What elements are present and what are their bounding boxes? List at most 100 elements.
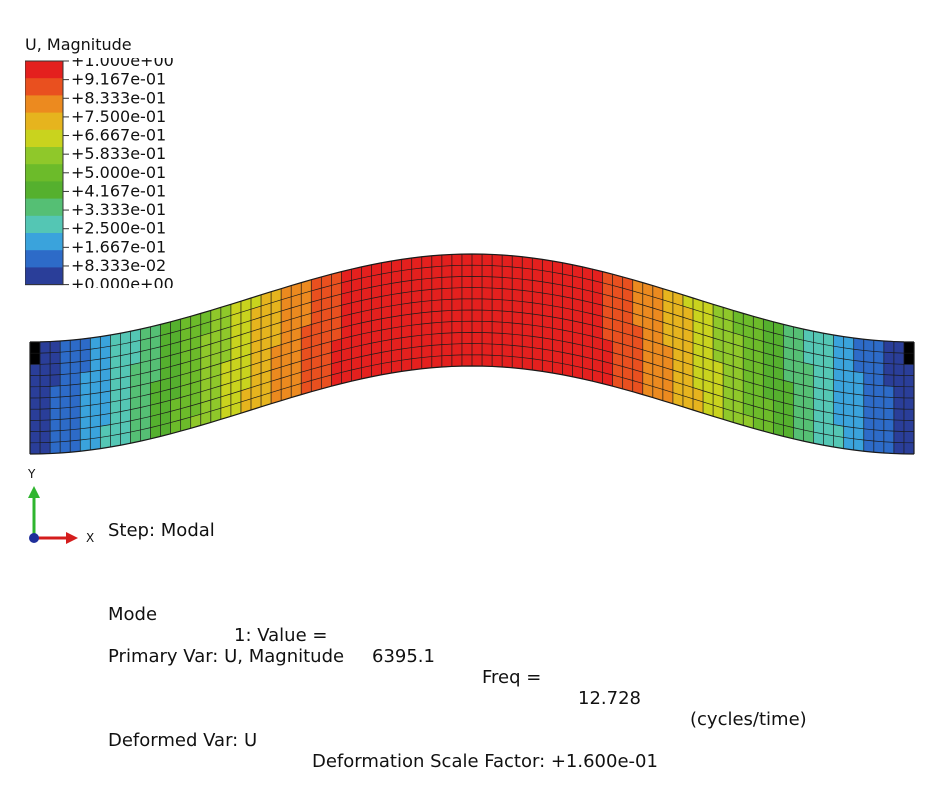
legend-label: +3.333e-01 [71, 200, 166, 219]
legend-band [25, 198, 63, 217]
mesh-element [451, 354, 463, 367]
mesh-element [451, 287, 463, 300]
mesh-element [79, 438, 91, 452]
mesh-element [431, 288, 443, 301]
mesh-element [411, 346, 423, 360]
mesh-element [421, 255, 433, 269]
mesh-element [49, 385, 61, 398]
mesh-element [501, 277, 513, 290]
mesh-element [401, 336, 413, 350]
mesh-element [39, 363, 51, 376]
mesh-element [69, 439, 81, 453]
mesh-element [491, 321, 503, 334]
mesh-element [491, 298, 503, 312]
mesh-element [59, 351, 71, 364]
mesh-element [863, 350, 875, 363]
mesh-element [552, 305, 563, 320]
mesh-element [843, 414, 855, 428]
x-arrow-head-icon [66, 532, 78, 544]
mesh-element [59, 339, 71, 353]
mesh-element [461, 343, 473, 356]
mesh-element [552, 283, 563, 297]
mesh-element [903, 397, 915, 410]
mesh-element [843, 437, 855, 451]
mesh-element [391, 281, 402, 295]
mesh-element [873, 418, 885, 431]
mesh-element [100, 379, 111, 393]
mesh-element [883, 396, 895, 410]
mesh-element [521, 334, 533, 348]
mesh-element [100, 390, 111, 405]
viewport[interactable]: U, Magnitude +1.000e+00 +9.167e-01 +8.333e… [0, 0, 934, 772]
mesh-element [441, 321, 453, 334]
mesh-element [853, 416, 865, 430]
mesh-element [69, 350, 81, 363]
mesh-element [411, 278, 423, 292]
mesh-element [381, 316, 392, 331]
mesh-element [531, 257, 543, 271]
mesh-element [401, 280, 413, 294]
legend-label: +6.667e-01 [71, 126, 166, 145]
mesh-element [59, 384, 71, 398]
mesh-element [552, 271, 563, 286]
info-block: Step: Modal Mode 1: Value = 6395.1 Freq … [108, 478, 807, 772]
mesh-element [100, 368, 111, 382]
mesh-element [471, 354, 483, 367]
mesh-element [79, 382, 91, 396]
mesh-element [542, 337, 553, 351]
mesh-element [79, 416, 91, 430]
mesh-element [883, 430, 895, 443]
mesh-element [823, 355, 834, 369]
mesh-element [853, 393, 865, 407]
mesh-element [29, 397, 41, 410]
mesh-element [79, 404, 91, 418]
mesh-element [69, 428, 81, 442]
mesh-element [521, 256, 533, 270]
mesh-element [401, 268, 413, 283]
mesh-element [79, 337, 91, 351]
mesh-element [100, 413, 111, 427]
mesh-element [59, 395, 71, 409]
mesh-element [451, 265, 463, 278]
mesh-element [29, 386, 41, 399]
mesh-element [441, 276, 453, 289]
mesh-element [461, 354, 473, 367]
mesh-element [471, 332, 483, 345]
mesh-element [903, 431, 915, 444]
mesh-element [391, 326, 402, 340]
mesh-element [873, 395, 885, 409]
mesh-element [451, 253, 463, 266]
mesh-element [873, 429, 885, 443]
mesh-element [863, 417, 875, 431]
mesh-element [461, 276, 473, 289]
mesh-element [893, 397, 905, 410]
mesh-element [501, 254, 513, 268]
mesh-element [431, 299, 443, 313]
mesh-element [511, 277, 523, 291]
mesh-element [391, 337, 402, 351]
mesh-element [59, 440, 71, 454]
mesh-element [853, 360, 865, 374]
mesh-element [863, 383, 875, 397]
mesh-element [431, 333, 443, 346]
mesh-element [451, 343, 463, 356]
legend-band [25, 215, 63, 234]
mesh-element [69, 383, 81, 397]
mesh-element [100, 424, 111, 438]
mesh-element [381, 305, 392, 320]
mesh-element [531, 358, 543, 372]
mesh-element [39, 386, 51, 399]
mesh-element [441, 254, 453, 267]
mesh-element [521, 357, 533, 371]
mesh-element [843, 425, 855, 440]
mesh-element [883, 363, 895, 376]
mesh-element [461, 320, 473, 333]
mesh-element [401, 302, 413, 316]
mesh-element [823, 400, 834, 414]
mesh-element [100, 357, 111, 371]
y-axis-label: Y [27, 467, 36, 481]
mesh-element [39, 341, 51, 354]
mesh-element [542, 303, 553, 318]
mesh-element [552, 339, 563, 353]
mesh-element [451, 276, 463, 289]
